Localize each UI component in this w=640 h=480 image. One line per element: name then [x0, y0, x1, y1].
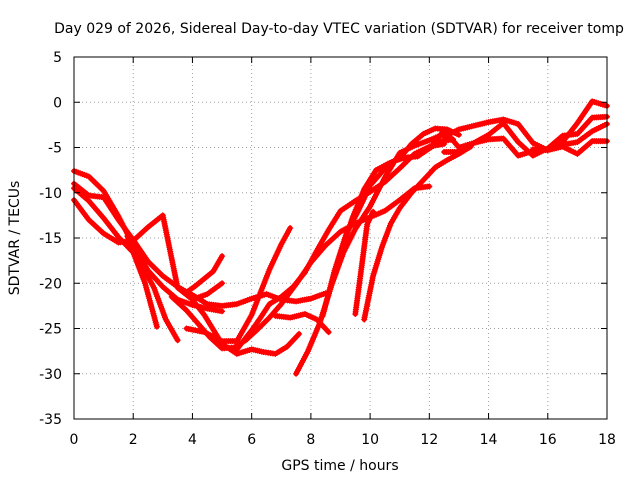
chart-title: Day 029 of 2026, Sidereal Day-to-day VTE…	[54, 21, 624, 37]
y-tick-label: -20	[39, 276, 62, 292]
y-tick-label: -35	[39, 412, 62, 428]
x-tick-label: 12	[420, 432, 438, 448]
y-tick-label: 0	[53, 95, 62, 111]
x-tick-label: 14	[480, 432, 498, 448]
series-trace-9	[183, 289, 303, 357]
x-tick-label: 4	[188, 432, 197, 448]
x-tick-label: 0	[70, 432, 79, 448]
data-series	[71, 98, 610, 377]
data-point	[370, 208, 377, 215]
data-point	[219, 253, 226, 260]
x-tick-label: 16	[539, 432, 557, 448]
series-trace-4	[71, 196, 226, 303]
series-trace-8	[183, 225, 294, 345]
data-point	[455, 131, 462, 138]
data-point	[426, 183, 433, 190]
data-point	[174, 337, 181, 344]
series-trace-15	[352, 208, 377, 318]
x-tick-label: 10	[361, 432, 379, 448]
grid-lines	[74, 57, 607, 419]
series-trace-3	[71, 185, 160, 330]
data-point	[296, 330, 303, 337]
y-tick-label: -15	[39, 231, 62, 247]
y-axis-title: SDTVAR / TECUs	[7, 181, 23, 296]
data-point	[287, 225, 294, 232]
axis-ticks: 0 2 4 6 8 10 12 14 16 18 5 0 -5 -10 -15 -20 -25 -30 -35	[39, 50, 616, 448]
series-trace-14	[337, 125, 462, 258]
series-trace-16	[361, 143, 474, 323]
x-tick-label: 18	[598, 432, 616, 448]
x-tick-label: 6	[247, 432, 256, 448]
y-tick-label: -10	[39, 186, 62, 202]
y-tick-label: -30	[39, 367, 62, 383]
data-point	[153, 323, 160, 330]
x-tick-label: 8	[306, 432, 315, 448]
data-point	[325, 329, 332, 336]
series-trace-12	[272, 311, 332, 336]
x-axis-title: GPS time / hours	[281, 458, 398, 474]
y-tick-label: 5	[53, 50, 62, 66]
data-point	[219, 280, 226, 287]
series-trace-5	[124, 233, 181, 344]
y-tick-label: -25	[39, 322, 62, 338]
x-tick-label: 2	[129, 432, 138, 448]
data-point	[219, 308, 226, 315]
series-trace-20	[529, 138, 610, 157]
y-tick-label: -5	[48, 141, 62, 157]
